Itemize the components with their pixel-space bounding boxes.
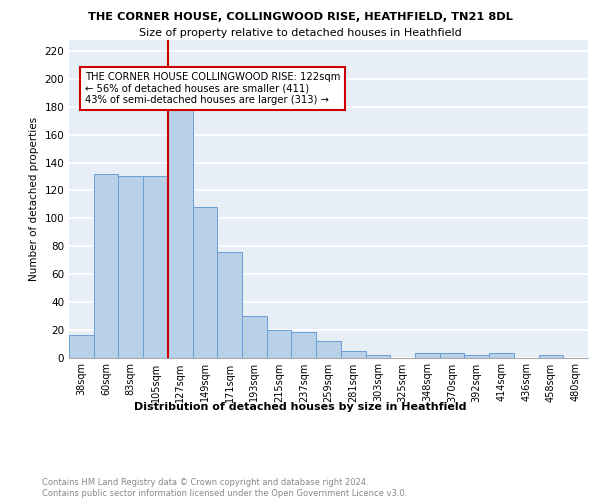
- Text: Distribution of detached houses by size in Heathfield: Distribution of detached houses by size …: [134, 402, 466, 412]
- Bar: [539, 354, 563, 358]
- Bar: [341, 350, 365, 358]
- Bar: [316, 341, 341, 357]
- Bar: [365, 354, 390, 358]
- Bar: [464, 354, 489, 358]
- Bar: [242, 316, 267, 358]
- Text: Contains HM Land Registry data © Crown copyright and database right 2024.
Contai: Contains HM Land Registry data © Crown c…: [42, 478, 407, 498]
- Bar: [143, 176, 168, 358]
- Text: THE CORNER HOUSE COLLINGWOOD RISE: 122sqm
← 56% of detached houses are smaller (: THE CORNER HOUSE COLLINGWOOD RISE: 122sq…: [85, 72, 340, 105]
- Bar: [292, 332, 316, 357]
- Bar: [267, 330, 292, 357]
- Bar: [118, 176, 143, 358]
- Bar: [415, 354, 440, 358]
- Bar: [489, 354, 514, 358]
- Text: Size of property relative to detached houses in Heathfield: Size of property relative to detached ho…: [139, 28, 461, 38]
- Y-axis label: Number of detached properties: Number of detached properties: [29, 116, 39, 281]
- Bar: [193, 207, 217, 358]
- Bar: [69, 335, 94, 357]
- Bar: [217, 252, 242, 358]
- Text: THE CORNER HOUSE, COLLINGWOOD RISE, HEATHFIELD, TN21 8DL: THE CORNER HOUSE, COLLINGWOOD RISE, HEAT…: [88, 12, 512, 22]
- Bar: [440, 354, 464, 358]
- Bar: [168, 104, 193, 358]
- Bar: [94, 174, 118, 358]
